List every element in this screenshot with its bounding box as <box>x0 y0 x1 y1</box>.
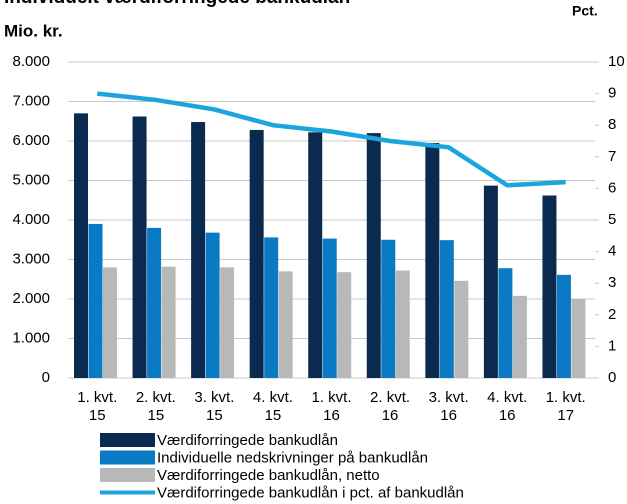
y-tick-label: 6.000 <box>12 132 50 149</box>
x-tick-label: 3. kvt. 15 <box>194 389 235 424</box>
bar <box>88 223 103 378</box>
line <box>97 91 566 188</box>
bar <box>512 295 527 378</box>
bar <box>278 271 293 378</box>
bar <box>439 240 454 378</box>
bar <box>425 142 440 378</box>
bar <box>308 132 323 378</box>
y-tick-label: 0 <box>42 369 50 386</box>
bar <box>483 185 498 378</box>
x-tick-label: 1. kvt. 15 <box>77 389 118 424</box>
y2-tick-label: 5 <box>608 211 616 228</box>
legend-swatch <box>100 450 155 465</box>
y2-tick-label: 7 <box>608 148 616 165</box>
y2-tick-label: 1 <box>608 337 616 354</box>
x-tick-label: 4. kvt. 15 <box>252 389 293 424</box>
bar <box>498 268 513 378</box>
legend-label: Værdiforringede bankudlån i pct. af bank… <box>157 484 464 501</box>
x-tick-label: 1. kvt. 16 <box>311 389 352 424</box>
bar <box>264 237 279 378</box>
y2-tick-label: 10 <box>608 53 625 70</box>
y-tick-label: 2.000 <box>12 290 50 307</box>
x-tick-label: 1. kvt. 17 <box>545 389 586 424</box>
bar <box>191 122 206 378</box>
x-tick-label: 2. kvt. 16 <box>370 389 411 424</box>
x-tick-label: 4. kvt. 16 <box>487 389 528 424</box>
bar <box>205 232 220 378</box>
bar <box>337 272 352 378</box>
x-tick-label: 2. kvt. 15 <box>135 389 176 424</box>
y-tick-label: 1.000 <box>12 329 50 346</box>
bar <box>249 129 264 378</box>
y-tick-label: 4.000 <box>12 211 50 228</box>
y2-tick-label: 2 <box>608 306 616 323</box>
bar <box>454 280 469 378</box>
y2-tick-label: 0 <box>608 369 616 386</box>
legend-label: Individuelle nedskrivninger på bankudlån <box>157 449 428 466</box>
bar <box>147 227 162 378</box>
y-tick-label: 8.000 <box>12 53 50 70</box>
bar <box>74 113 88 378</box>
y2-tick-label: 4 <box>608 243 616 260</box>
bar <box>571 299 586 378</box>
bar <box>132 116 147 378</box>
y-tick-label: 7.000 <box>12 92 50 109</box>
bar <box>220 267 235 378</box>
bar <box>103 267 117 378</box>
y-tick-label: 3.000 <box>12 250 50 267</box>
bar <box>381 239 396 378</box>
x-tick-label: 3. kvt. 16 <box>428 389 469 424</box>
y2-tick-label: 9 <box>608 85 616 102</box>
y-tick-label: 5.000 <box>12 171 50 188</box>
legend-swatch <box>100 468 155 482</box>
legend-swatch <box>100 433 155 447</box>
bar <box>366 133 381 378</box>
y2-tick-label: 8 <box>608 116 616 133</box>
bar <box>556 274 571 378</box>
y2-axis-label: Pct. <box>572 3 598 19</box>
legend-label: Værdiforringede bankudlån <box>157 432 338 449</box>
y2-tick-label: 3 <box>608 274 616 291</box>
chart-title: Individuelt værdiforringede bankudlån <box>4 0 350 8</box>
y-axis-label: Mio. kr. <box>4 21 63 40</box>
bar <box>542 195 557 378</box>
legend-label: Værdiforringede bankudlån, netto <box>157 467 380 484</box>
y2-tick-label: 6 <box>608 179 616 196</box>
bar <box>395 270 410 378</box>
bar <box>322 238 337 378</box>
bar <box>161 266 176 378</box>
